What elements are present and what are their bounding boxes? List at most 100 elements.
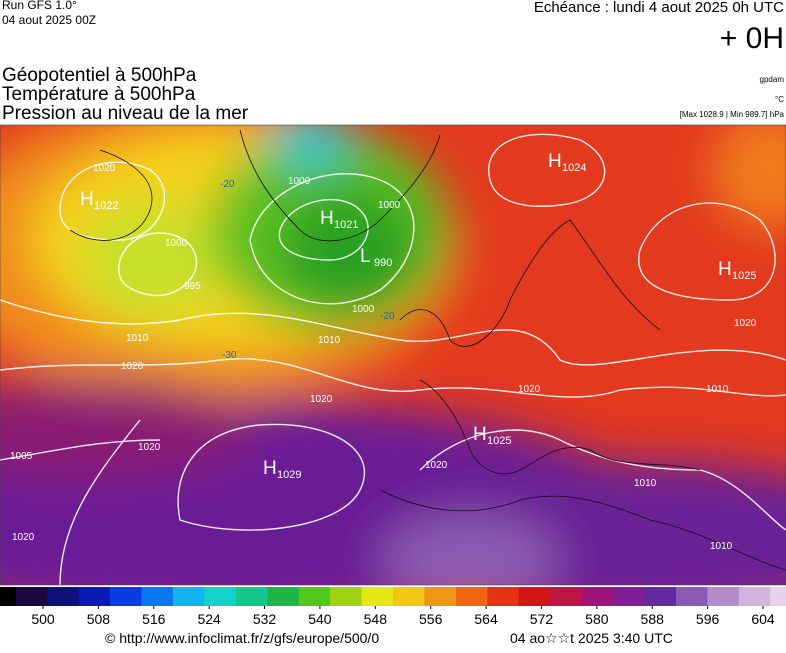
scale-swatch [0,587,17,606]
pressure-center-value: 1022 [94,200,118,212]
scale-swatch [251,587,268,606]
forecast-time: Echéance : lundi 4 aout 2025 0h UTC [534,0,784,16]
isobar-label: 1010 [706,384,729,395]
scale-swatch [408,587,425,606]
scale-swatch [440,587,457,606]
pressure-center-letter: H [473,424,487,445]
isotherm-label: -20 [220,179,235,190]
scale-swatch [282,587,300,606]
scale-swatch [235,587,253,606]
scale-swatch [15,587,32,606]
scale-swatch [738,587,756,606]
scale-swatch [188,587,205,606]
scale-label: 588 [641,611,665,627]
scale-swatch [455,587,473,606]
isobar-label: 1010 [710,541,733,552]
scale-label: 556 [419,611,443,627]
scale-label: 516 [142,611,166,627]
run-label: Run GFS 1.0° [2,0,77,12]
isobar-label: 1000 [165,238,188,249]
scale-swatch [330,587,347,606]
scale-swatch [110,587,127,606]
scale-swatch [267,587,284,606]
scale-label: 540 [308,611,332,627]
scale-swatch [691,587,708,606]
isobar-label: 995 [184,281,201,292]
pressure-center-letter: H [320,208,334,229]
isotherm-label: -30 [222,350,237,361]
scale-swatch [204,587,221,606]
pressure-center-letter: H [80,189,94,210]
scale-swatch [424,587,441,606]
isobar-label: 1010 [126,333,149,344]
pressure-center-value: 990 [374,257,392,269]
scale-swatch [314,587,331,606]
scale-swatch [660,587,677,606]
scale-swatch [125,587,142,606]
pressure-center-letter: H [548,151,562,172]
scale-swatch [565,587,583,606]
isobar-label: 1000 [288,176,311,187]
scale-swatch [707,587,724,606]
scale-swatch [487,587,504,606]
scale-label: 580 [585,611,609,627]
isobar-label: 1020 [93,163,116,174]
layer-title: Pression au niveau de la mer [2,103,249,124]
map-frame [0,124,786,586]
scale-swatch [581,587,598,606]
scale-label: 508 [87,611,111,627]
scale-label: 596 [696,611,720,627]
unit-label: °C [775,95,784,104]
pressure-center-value: 1024 [562,162,586,174]
layer-title: Géopotentiel à 500hPa [2,65,197,86]
isobar-label: 1020 [425,460,448,471]
isobar-label: 1020 [12,532,35,543]
scale-swatch [754,587,771,606]
run-date: 04 aout 2025 00Z [2,13,96,27]
timestamp: 04 ao☆☆t 2025 3:40 UTC [510,630,673,646]
scale-swatch [31,587,48,606]
isobar-label: 1005 [10,451,33,462]
scale-swatch [613,587,630,606]
scale-swatch [770,587,786,606]
scale-swatch [62,587,80,606]
scale-swatch [534,587,551,606]
isobar-label: 1020 [734,318,757,329]
scale-swatch [628,587,646,606]
pressure-center-value: 1021 [334,219,358,231]
scale-swatch [644,587,661,606]
scale-swatch [298,587,315,606]
isobar-label: 1010 [318,335,341,346]
pressure-center-value: 1029 [277,469,301,481]
unit-labels: gpdam °C [Max 1028.9 | Min 989.7] hPa [680,75,785,119]
isotherm-label: -20 [380,311,395,322]
scale-swatch [220,587,237,606]
scale-swatch [157,587,174,606]
color-scale: 500 508 516 524 532 540 548 556 564 572 580 588 596 6… [0,587,786,627]
pressure-center-letter: H [718,259,732,280]
isobar-label: 1020 [121,361,144,372]
scale-swatch [393,587,410,606]
pressure-center-value: 1025 [732,270,756,282]
scale-swatch [471,587,488,606]
scale-swatch [94,587,111,606]
isobar-label: 1020 [138,442,161,453]
scale-label: 604 [751,611,775,627]
scale-swatch [141,587,158,606]
scale-swatch [550,587,567,606]
isobar-label: 1000 [352,304,375,315]
scale-swatch [47,587,64,606]
pressure-center-letter: H [263,458,277,479]
scale-swatch [503,587,520,606]
unit-label: gpdam [760,75,785,84]
scale-swatch [345,587,363,606]
isobar-label: 1020 [310,394,333,405]
scale-swatch [597,587,614,606]
forecast-offset: + 0H [720,22,784,55]
pressure-center-letter: L [360,246,371,267]
scale-label: 548 [364,611,388,627]
layer-title: Température à 500hPa [2,84,196,105]
scale-swatch [377,587,394,606]
